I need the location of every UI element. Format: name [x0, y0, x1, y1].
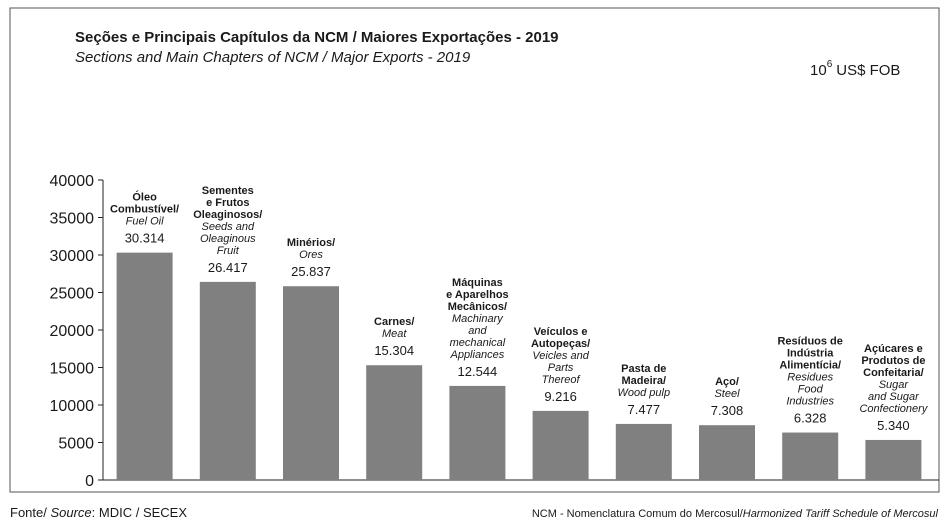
y-tick-label: 15000 [50, 361, 95, 378]
category-label-en: Sugar [879, 379, 910, 391]
category-label-pt: Madeira/ [621, 375, 666, 387]
bar [199, 281, 256, 480]
category-label-pt: Carnes/ [374, 316, 414, 328]
category-label-en: and [468, 325, 487, 337]
category-label-en: Thereof [542, 374, 581, 386]
category-label-pt: Minérios/ [287, 237, 335, 249]
category-label-pt: e Aparelhos [446, 289, 509, 301]
value-label: 15.304 [374, 343, 414, 358]
category-label-pt: Pasta de [621, 363, 666, 375]
y-tick-label: 5000 [58, 436, 94, 453]
category-label-en: Meat [382, 328, 407, 340]
bar [865, 439, 922, 480]
chart-title: Seções e Principais Capítulos da NCM / M… [75, 29, 559, 46]
y-tick-label: 10000 [50, 398, 95, 415]
category-label-en: Fuel Oil [126, 216, 164, 228]
category-label-pt: Açúcares e [864, 343, 923, 355]
source: Fonte/ Source: MDIC / SECEX [10, 505, 187, 520]
category-label-pt: Oleaginosos/ [193, 209, 262, 221]
bar [782, 432, 839, 480]
value-label: 6.328 [794, 411, 827, 426]
value-label: 7.308 [711, 403, 744, 418]
category-label-en: Steel [714, 388, 740, 400]
category-label-pt: Máquinas [452, 277, 503, 289]
category-label-en: Veicles and [532, 350, 589, 362]
category-label-pt: Sementes [202, 185, 254, 197]
value-label: 9.216 [544, 389, 577, 404]
category-label-en: Appliances [449, 349, 504, 361]
bar [532, 410, 589, 480]
y-tick-label: 20000 [50, 323, 95, 340]
category-label-en: and Sugar [868, 391, 920, 403]
category-label-en: Ores [299, 249, 323, 261]
note: NCM - Nomenclatura Comum do Mercosul/Har… [532, 508, 939, 520]
category-label-en: Wood pulp [618, 387, 671, 399]
category-label-en: Food [798, 384, 824, 396]
category-label-pt: Veículos e [534, 326, 588, 338]
category-label-en: Industries [786, 396, 834, 408]
category-label-pt: Aço/ [715, 376, 739, 388]
y-tick-label: 40000 [50, 173, 95, 190]
category-label-en: Seeds and [201, 221, 254, 233]
category-label-en: Oleaginous [200, 233, 256, 245]
y-tick-label: 30000 [50, 248, 95, 265]
y-tick-label: 25000 [50, 286, 95, 303]
value-label: 25.837 [291, 264, 331, 279]
bar [283, 286, 339, 480]
value-label: 12.544 [458, 364, 498, 379]
category-label-pt: Alimentícia/ [779, 360, 841, 372]
category-label-en: Fruit [217, 245, 240, 257]
value-label: 5.340 [877, 418, 910, 433]
category-label-en: Confectionery [859, 403, 928, 415]
category-label-en: Parts [548, 362, 574, 374]
category-label-pt: Confeitaria/ [863, 367, 924, 379]
category-label-pt: Autopeças/ [531, 338, 590, 350]
category-label-en: mechanical [450, 337, 506, 349]
category-label-pt: Produtos de [861, 355, 925, 367]
value-label: 30.314 [125, 231, 165, 246]
bar [366, 365, 423, 480]
value-label: 26.417 [208, 260, 248, 275]
chart-subtitle: Sections and Main Chapters of NCM / Majo… [75, 49, 471, 66]
category-label-pt: Combustível/ [110, 204, 179, 216]
category-label-en: Machinary [452, 313, 504, 325]
units: 106 US$ FOB [810, 59, 900, 79]
bar [615, 423, 672, 480]
category-label-pt: e Frutos [206, 197, 249, 209]
category-label-pt: Resíduos de [777, 336, 842, 348]
bar [449, 385, 506, 480]
bar [116, 252, 173, 480]
category-label-en: Residues [787, 372, 833, 384]
y-tick-label: 0 [85, 473, 94, 490]
category-label-pt: Mecânicos/ [448, 301, 507, 313]
category-label-pt: Indústria [787, 348, 834, 360]
bar [699, 425, 755, 480]
value-label: 7.477 [628, 402, 661, 417]
y-tick-label: 35000 [50, 211, 95, 228]
category-label-pt: Óleo [132, 191, 157, 204]
